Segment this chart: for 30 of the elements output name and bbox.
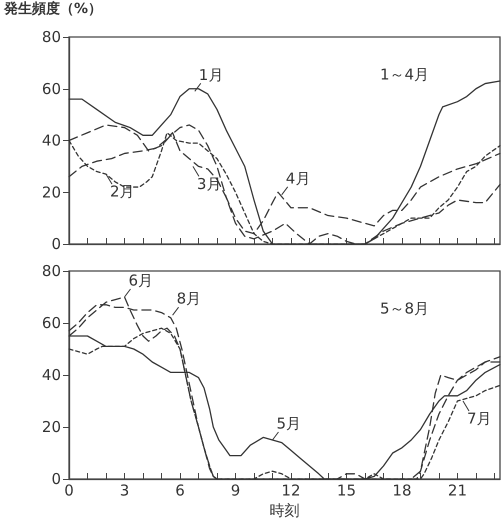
- annotation: 3月: [196, 174, 222, 193]
- x-tick-label: 12: [281, 482, 301, 500]
- y-tick-label: 20: [42, 183, 61, 202]
- annotation: 7月: [467, 410, 492, 428]
- y-tick-label: 60: [42, 80, 61, 98]
- y-tick-label: 40: [42, 366, 61, 384]
- x-tick-label: 6: [175, 482, 185, 500]
- annotation: 1月: [198, 66, 224, 84]
- annotation: 5～8月: [380, 300, 430, 318]
- x-tick-label: 0: [64, 482, 74, 500]
- annotation: 5月: [276, 414, 302, 432]
- x-tick-label: 3: [120, 482, 130, 500]
- y-tick-label: 40: [42, 132, 61, 150]
- y-tick-label: 80: [42, 262, 61, 280]
- y-tick-label: 20: [42, 418, 61, 436]
- annotation: 1～4月: [380, 66, 430, 84]
- annotation: 6月: [128, 272, 154, 290]
- x-tick-label: 9: [230, 482, 240, 500]
- y-tick-label: 0: [51, 235, 61, 253]
- x-axis-title: 時刻: [270, 501, 300, 520]
- y-tick-label: 80: [42, 28, 61, 46]
- x-tick-label: 15: [336, 482, 356, 500]
- x-tick-label: 18: [392, 482, 412, 500]
- annotation: 8月: [176, 290, 202, 308]
- x-tick-label: 21: [448, 482, 467, 500]
- y-tick-label: 0: [51, 470, 61, 488]
- y-axis-title: 発生頻度（%）: [3, 0, 102, 17]
- annotation: 2月: [110, 182, 135, 201]
- y-tick-label: 60: [42, 314, 61, 332]
- annotation: 4月: [286, 169, 310, 188]
